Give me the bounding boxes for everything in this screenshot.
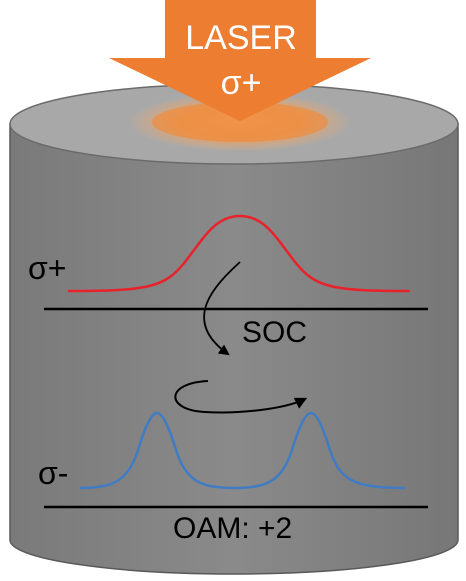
laser-label: LASER (185, 19, 297, 57)
laser-arrow (109, 0, 371, 121)
lower-double-peak-curve (79, 411, 406, 490)
laser-spot-core (152, 102, 328, 142)
soc-arrow (203, 261, 241, 356)
sigma-plus-label: σ+ (28, 250, 66, 286)
laser-polarization-label: σ+ (221, 64, 262, 102)
cylinder-side (9, 123, 459, 575)
oam-label: OAM: +2 (173, 512, 292, 545)
sigma-minus-label: σ- (38, 455, 68, 491)
upper-gaussian-curve (67, 214, 411, 293)
soc-label: SOC (242, 316, 307, 349)
oam-rotation-arrow (174, 380, 308, 414)
